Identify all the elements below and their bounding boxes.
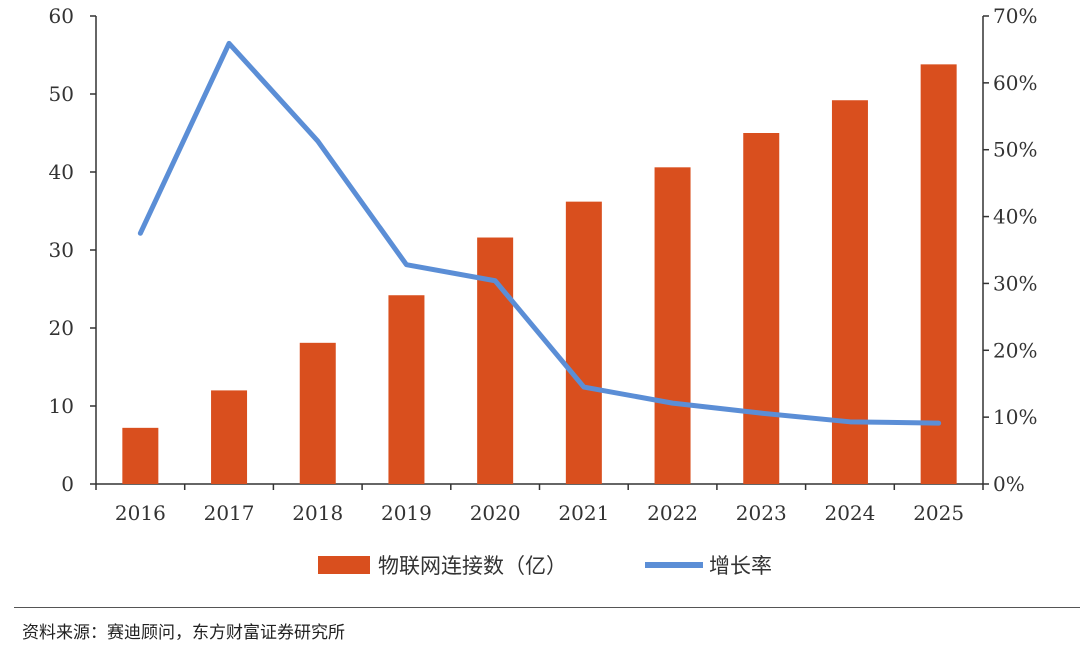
x-tick-label: 2023 [736, 501, 787, 525]
bar [122, 427, 159, 484]
legend-line-label: 增长率 [709, 554, 772, 578]
bar [831, 100, 868, 485]
x-tick-label: 2025 [913, 501, 964, 525]
bar [565, 201, 602, 484]
legend-bar-swatch [318, 556, 370, 574]
growth-rate-line [137, 40, 942, 426]
bar [211, 390, 248, 484]
x-tick-label: 2019 [381, 501, 432, 525]
legend-bar-label: 物联网连接数（亿） [378, 554, 567, 578]
legend: 物联网连接数（亿） 增长率 [318, 554, 772, 578]
bar [299, 342, 336, 484]
left-tick-label: 20 [49, 316, 74, 340]
right-tick-label: 70% [993, 4, 1037, 28]
chart: 2016 2017 2018 2019 2020 2021 2022 2023 2024 2025… [49, 4, 1038, 578]
x-tick-label: 2018 [292, 501, 343, 525]
left-tick-label: 60 [49, 4, 74, 28]
footer-divider [14, 607, 1080, 608]
bar [743, 133, 780, 484]
left-tick-label: 50 [49, 82, 74, 106]
right-tick-label: 10% [993, 405, 1037, 429]
bar [388, 295, 425, 484]
right-tick-label: 50% [993, 138, 1037, 162]
x-tick-label: 2016 [115, 501, 166, 525]
x-tick-label: 2022 [647, 501, 698, 525]
left-tick-label: 40 [49, 160, 74, 184]
x-tick-label: 2017 [204, 501, 255, 525]
x-tick-label: 2024 [824, 501, 875, 525]
right-tick-label: 0% [993, 472, 1025, 496]
right-tick-label: 30% [993, 271, 1037, 295]
x-axis-ticks: 2016 2017 2018 2019 2020 2021 2022 2023 2024 2025 [95, 484, 984, 525]
left-tick-label: 10 [49, 394, 74, 418]
line-series [137, 40, 942, 426]
bar [477, 237, 514, 484]
bar [920, 64, 957, 485]
x-tick-label: 2021 [558, 501, 609, 525]
right-tick-label: 40% [993, 205, 1037, 229]
bar [654, 167, 691, 484]
right-axis-ticks: 0% 10% 20% 30% 40% 50% 60% 70% [983, 4, 1037, 496]
x-tick-label: 2020 [470, 501, 521, 525]
left-tick-label: 30 [49, 238, 74, 262]
left-tick-label: 0 [61, 472, 74, 496]
right-tick-label: 20% [993, 338, 1037, 362]
right-tick-label: 60% [993, 71, 1037, 95]
left-axis-ticks: 0 10 20 30 40 50 60 [49, 4, 96, 496]
source-note: 资料来源：赛迪顾问，东方财富证券研究所 [22, 623, 345, 643]
